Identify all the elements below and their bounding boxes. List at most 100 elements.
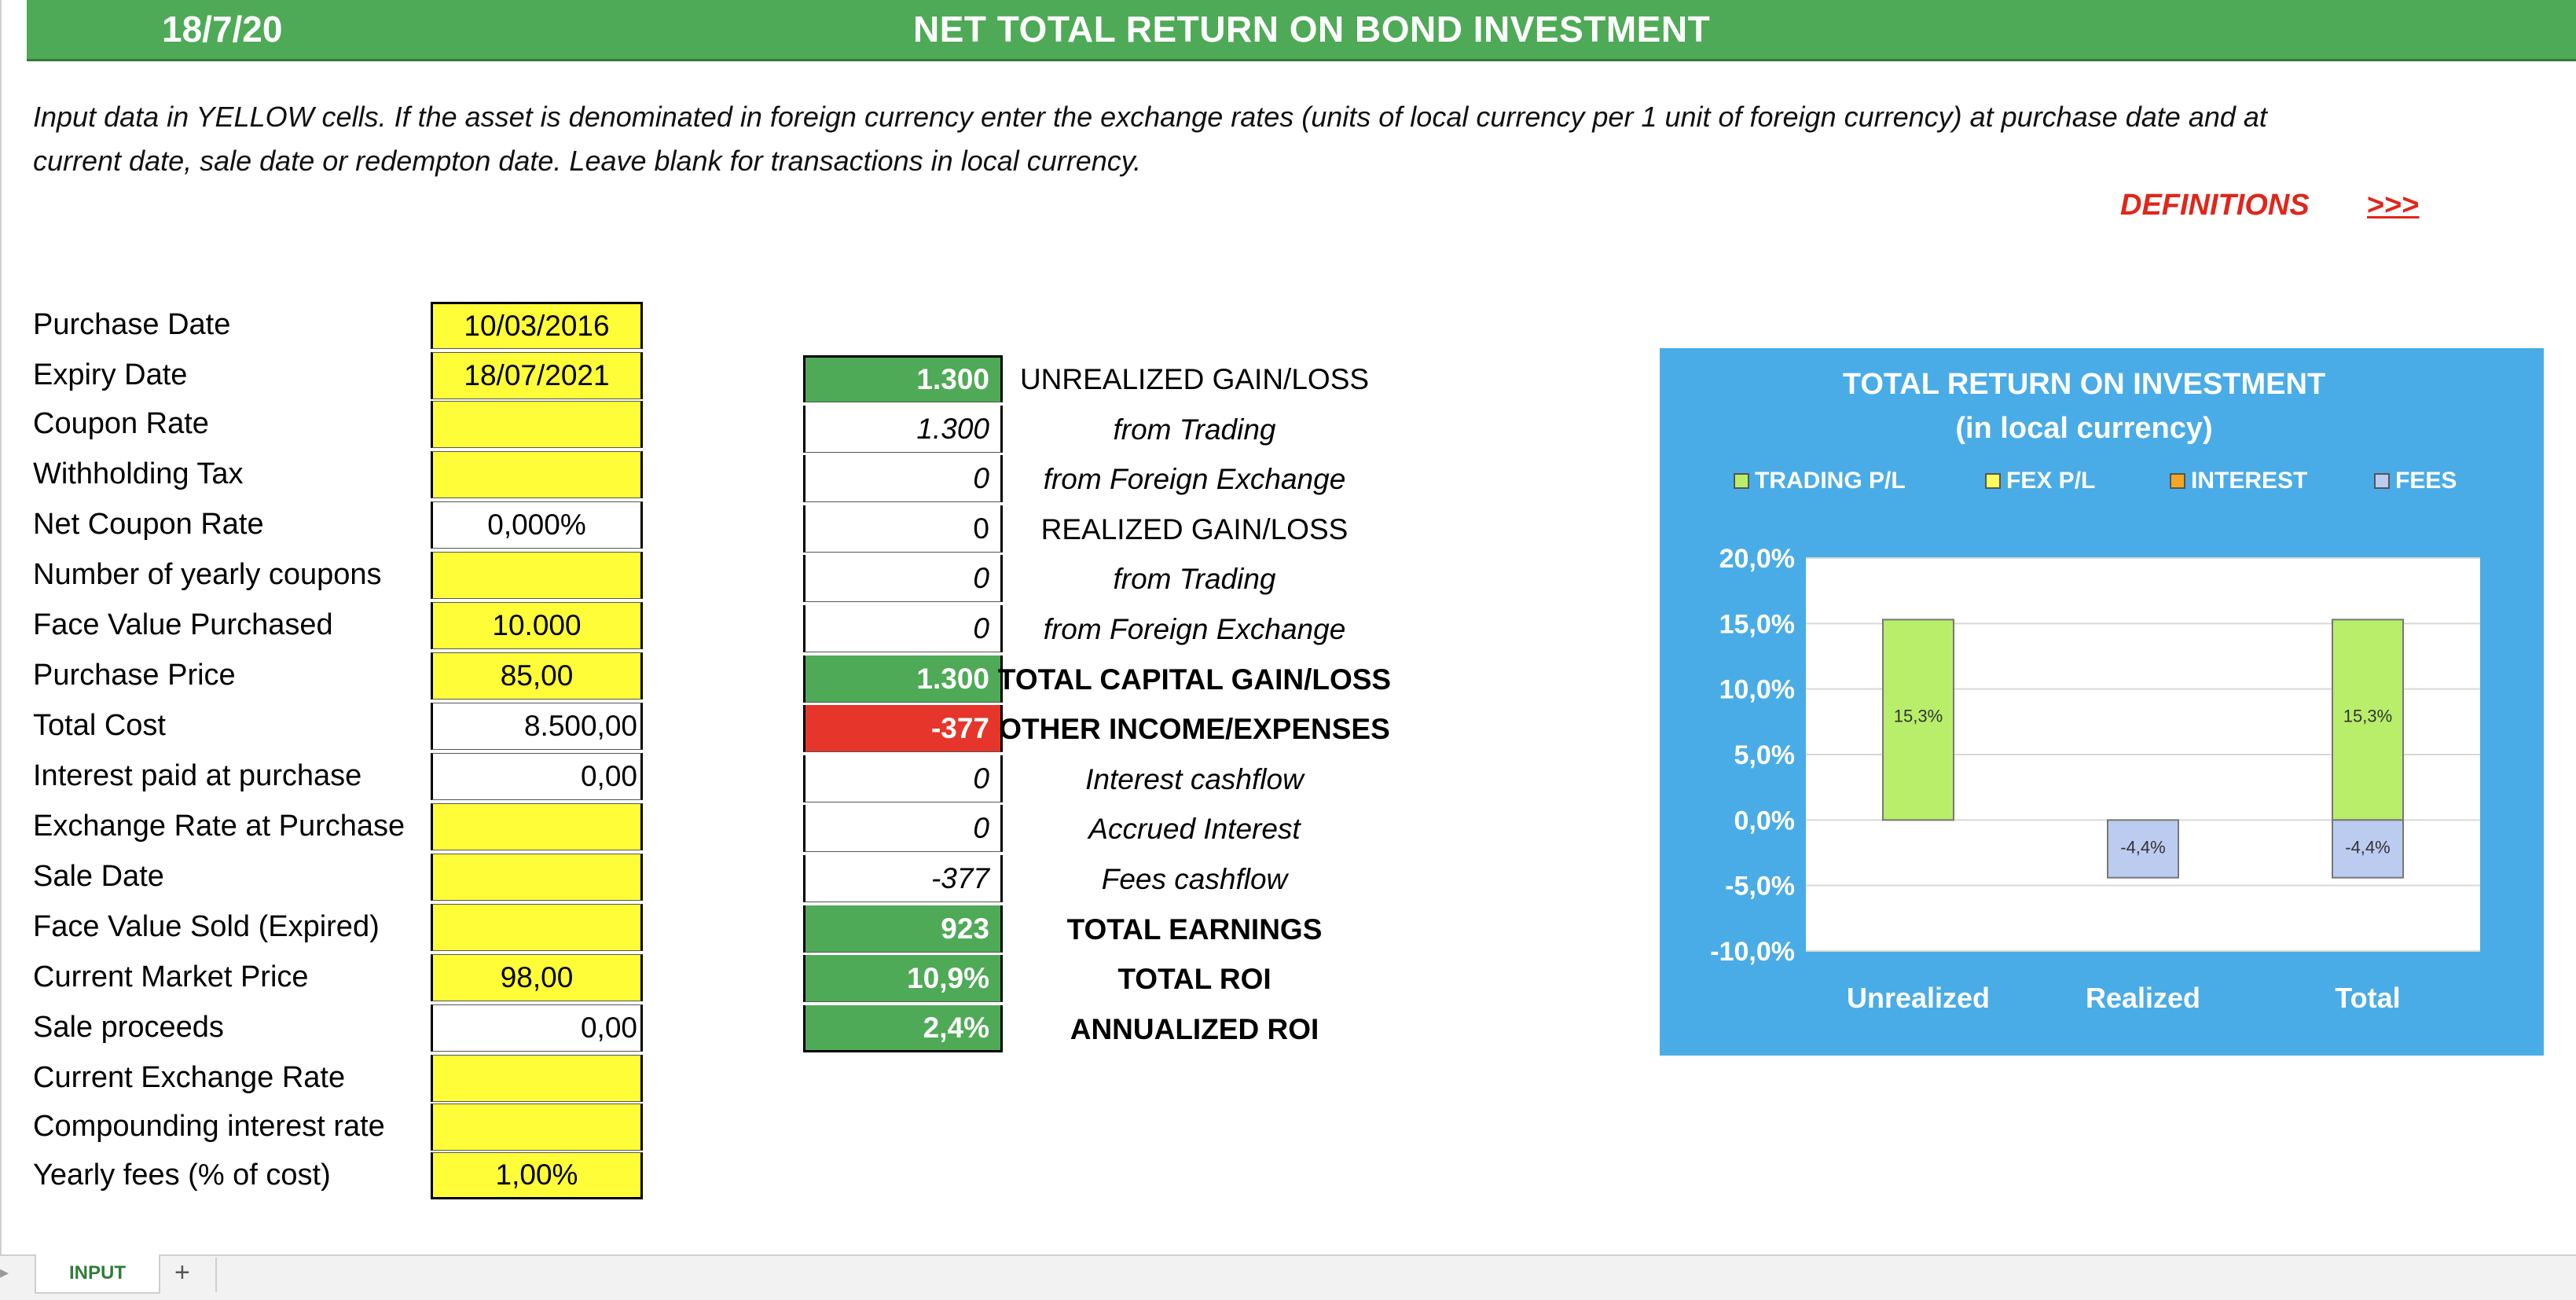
input-cell[interactable]: 10/03/2016 — [431, 302, 643, 349]
result-label: Fees cashflow — [1101, 863, 1288, 895]
input-cell: 0,00 — [431, 1004, 643, 1052]
input-label: Compounding interest rate — [33, 1110, 385, 1143]
result-label: REALIZED GAIN/LOSS — [1040, 513, 1349, 545]
x-tick-label: Realized — [2086, 982, 2200, 1014]
definitions-link[interactable]: DEFINITIONS — [2120, 189, 2310, 222]
y-tick-label: -5,0% — [1725, 872, 1795, 902]
y-tick-label: 5,0% — [1734, 740, 1796, 770]
chart-title: TOTAL RETURN ON INVESTMENT — [1843, 368, 2325, 401]
input-label: Purchase Date — [33, 308, 231, 341]
legend-swatch — [2170, 473, 2185, 489]
legend-entry: TRADING P/L — [1755, 468, 1906, 494]
y-tick-label: 20,0% — [1719, 544, 1795, 574]
bar — [2332, 619, 2404, 821]
result-value: 1.300 — [803, 355, 1003, 402]
bar — [2332, 819, 2404, 879]
data-label: -4,4% — [2345, 837, 2390, 857]
input-cell[interactable]: 10.000 — [431, 602, 643, 649]
input-label: Face Value Purchased — [33, 608, 333, 641]
result-label: Accrued Interest — [1088, 813, 1301, 845]
input-cell[interactable]: 98,00 — [431, 954, 643, 1001]
result-value: 0 — [803, 805, 1003, 852]
input-cell[interactable]: 1,00% — [431, 1152, 643, 1199]
input-label: Current Exchange Rate — [33, 1061, 346, 1094]
input-cell[interactable]: 18/07/2021 — [431, 352, 643, 399]
x-tick-label: Total — [2335, 982, 2400, 1014]
result-value: 2,4% — [803, 1005, 1003, 1052]
input-label: Current Market Price — [33, 960, 309, 993]
input-cell[interactable] — [431, 854, 643, 901]
legend-entry: INTEREST — [2191, 468, 2307, 494]
input-cell: 0,000% — [431, 501, 643, 549]
result-label: Interest cashflow — [1085, 763, 1304, 795]
instructions-line-1: Input data in YELLOW cells. If the asset… — [33, 101, 2267, 133]
data-label: 15,3% — [2343, 706, 2392, 725]
result-value: 1.300 — [803, 656, 1003, 703]
input-cell[interactable] — [431, 1104, 643, 1151]
result-value: -377 — [803, 705, 1003, 752]
input-label: Face Value Sold (Expired) — [33, 910, 380, 943]
sheet-left-border — [0, 0, 2, 1258]
input-cell[interactable] — [431, 904, 643, 951]
result-value: 10,9% — [803, 955, 1003, 1002]
input-label: Net Coupon Rate — [33, 508, 264, 541]
input-label: Number of yearly coupons — [33, 558, 382, 591]
y-tick-label: 10,0% — [1719, 675, 1795, 705]
tab-separator — [215, 1258, 217, 1292]
result-label: ANNUALIZED ROI — [1070, 1013, 1319, 1045]
legend-swatch — [1985, 473, 2001, 489]
result-value: 1.300 — [803, 406, 1003, 453]
input-label: Purchase Price — [33, 659, 236, 692]
input-label: Yearly fees (% of cost) — [33, 1159, 331, 1192]
legend-entry: FEES — [2395, 468, 2457, 494]
chart-canvas: TOTAL RETURN ON INVESTMENT (in local curr… — [1710, 368, 2480, 1014]
result-value: 0 — [803, 605, 1003, 652]
input-label: Total Cost — [33, 709, 166, 742]
result-value: 0 — [803, 505, 1003, 553]
result-value: 923 — [803, 905, 1003, 953]
result-value: 0 — [803, 555, 1003, 602]
input-label: Withholding Tax — [33, 457, 244, 490]
page-title: NET TOTAL RETURN ON BOND INVESTMENT — [913, 9, 1711, 50]
input-cell[interactable] — [431, 803, 643, 850]
legend-swatch — [1734, 473, 1749, 489]
result-label: from Trading — [1113, 563, 1276, 595]
y-tick-label: 0,0% — [1734, 806, 1796, 835]
input-cell: 8.500,00 — [431, 703, 643, 750]
title-banner: 18/7/20 NET TOTAL RETURN ON BOND INVESTM… — [27, 0, 2576, 61]
input-label: Interest paid at purchase — [33, 759, 362, 792]
input-cell[interactable] — [431, 451, 643, 498]
add-sheet-button[interactable]: + — [174, 1258, 190, 1287]
input-cell[interactable] — [431, 1055, 643, 1102]
result-value: 0 — [803, 755, 1003, 802]
x-tick-label: Unrealized — [1847, 982, 1990, 1014]
input-cell[interactable] — [431, 552, 643, 599]
result-label: from Foreign Exchange — [1043, 463, 1346, 495]
result-label: TOTAL CAPITAL GAIN/LOSS — [997, 663, 1392, 696]
bar — [2107, 819, 2179, 879]
result-value: -377 — [803, 855, 1003, 902]
input-label: Expiry Date — [33, 358, 188, 391]
result-label: TOTAL ROI — [1117, 963, 1271, 995]
tab-scroll-icon[interactable]: ▸ — [0, 1262, 9, 1282]
chart-subtitle: (in local currency) — [1955, 412, 2212, 445]
input-cell[interactable]: 85,00 — [431, 652, 643, 700]
legend-entry: FEX P/L — [2006, 468, 2095, 494]
y-tick-label: -10,0% — [1710, 937, 1795, 967]
input-label: Coupon Rate — [33, 407, 209, 440]
sheet-tab-input[interactable]: INPUT — [35, 1254, 160, 1294]
input-cell: 0,00 — [431, 753, 643, 800]
data-label: -4,4% — [2120, 837, 2165, 857]
result-label: TOTAL EARNINGS — [1066, 913, 1323, 946]
result-value: 0 — [803, 455, 1003, 502]
definitions-arrow-link[interactable]: >>> — [2367, 189, 2420, 222]
y-tick-label: 15,0% — [1719, 609, 1795, 639]
legend-swatch — [2374, 473, 2390, 489]
result-label: OTHER INCOME/EXPENSES — [999, 713, 1390, 745]
result-label: from Foreign Exchange — [1043, 613, 1346, 645]
input-cell[interactable] — [431, 401, 643, 448]
report-date: 18/7/20 — [162, 9, 283, 50]
result-label: UNREALIZED GAIN/LOSS — [1019, 363, 1370, 395]
input-label: Exchange Rate at Purchase — [33, 810, 405, 843]
data-label: 15,3% — [1894, 706, 1943, 725]
